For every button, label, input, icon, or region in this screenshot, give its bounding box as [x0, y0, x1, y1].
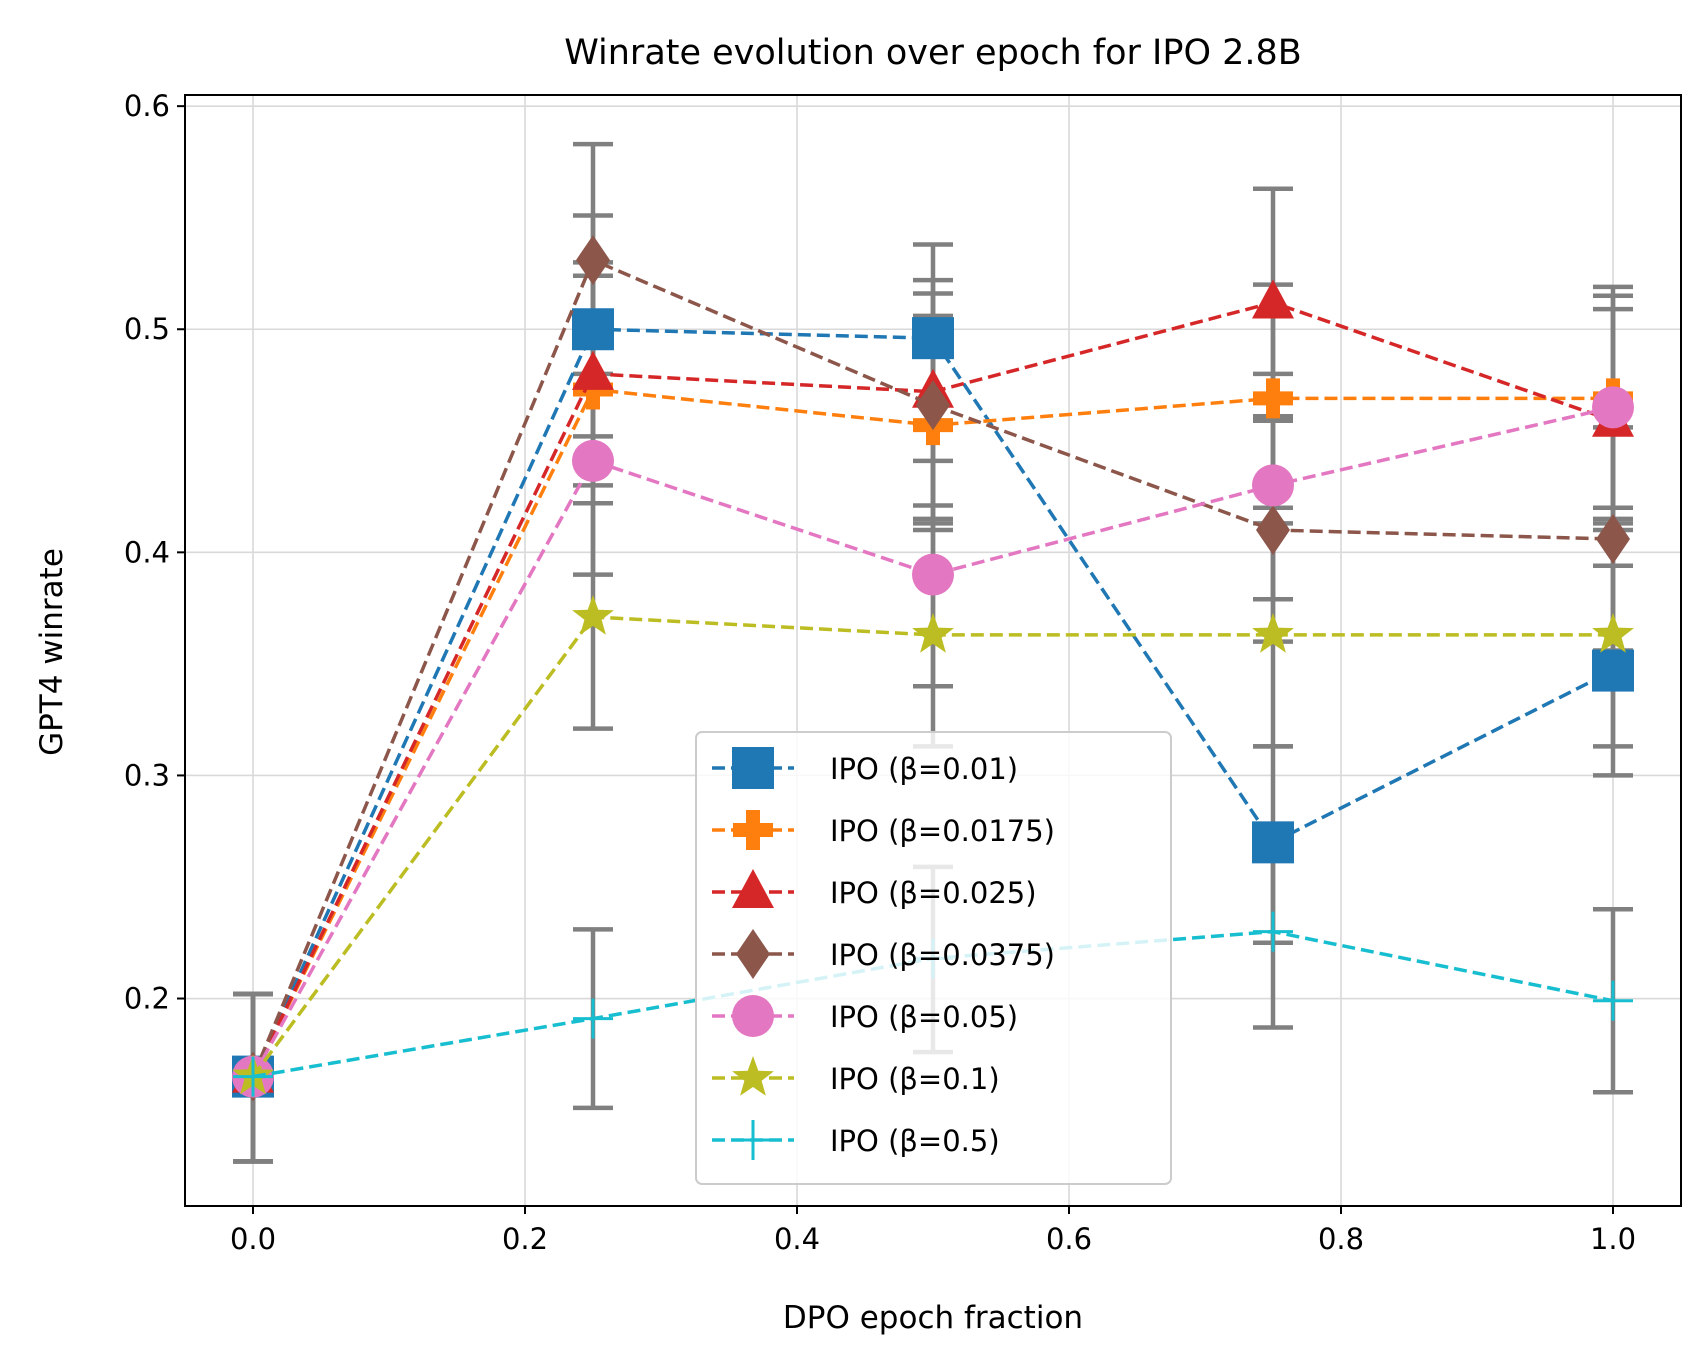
- x-tick-label: 0.2: [502, 1222, 548, 1256]
- legend: IPO (β=0.01) IPO (β=0.0175) IPO (β=0.025) I…: [695, 731, 1172, 1185]
- data-point: [1593, 980, 1633, 1021]
- data-point: [1596, 513, 1630, 564]
- x-tick-label: 0.0: [230, 1222, 276, 1256]
- data-point: [912, 612, 954, 653]
- legend-marker: [732, 747, 774, 789]
- legend-marker: [732, 869, 774, 908]
- data-point: [1252, 612, 1294, 653]
- legend-label: IPO (β=0.0175): [830, 814, 1055, 848]
- y-tick-label: 0.4: [124, 535, 170, 569]
- x-tick-label: 0.4: [774, 1222, 820, 1256]
- y-tick-label: 0.6: [124, 89, 170, 123]
- data-point: [916, 380, 950, 431]
- legend-label: IPO (β=0.025): [830, 876, 1037, 910]
- data-point: [1592, 386, 1634, 429]
- chart-title: Winrate evolution over epoch for IPO 2.8…: [564, 33, 1302, 73]
- legend-label: IPO (β=0.05): [830, 1000, 1018, 1034]
- x-axis-label: DPO epoch fraction: [783, 1300, 1083, 1336]
- series-line: [251, 405, 1614, 1078]
- data-point: [573, 998, 613, 1039]
- legend-label: IPO (β=0.5): [830, 1124, 1000, 1158]
- data-point: [1252, 279, 1294, 319]
- data-point: [572, 308, 614, 351]
- legend-box: [695, 731, 1172, 1185]
- data-point: [912, 317, 954, 360]
- plot-area: 0.0 0.2 0.4 0.6 0.8 1.0 0.2 0.3 0.4 0.5 0.6: [124, 89, 1682, 1256]
- data-point: [572, 350, 614, 390]
- data-point: [1252, 464, 1294, 507]
- y-tick-label: 0.5: [124, 312, 170, 346]
- x-tick-label: 0.8: [1318, 1222, 1364, 1256]
- legend-label: IPO (β=0.1): [830, 1062, 1000, 1096]
- legend-label: IPO (β=0.01): [830, 752, 1018, 786]
- data-point: [576, 235, 610, 286]
- data-point: [1592, 649, 1634, 692]
- data-point: [1256, 505, 1290, 556]
- data-point: [572, 595, 614, 635]
- data-point: [1253, 378, 1293, 419]
- data-point: [912, 553, 954, 596]
- legend-marker: [732, 1056, 774, 1096]
- data-point: [1252, 821, 1294, 864]
- data-point: [1592, 612, 1634, 653]
- legend-label: IPO (β=0.0375): [830, 938, 1055, 972]
- data-point: [572, 439, 614, 482]
- axes-frame: [184, 94, 1682, 1207]
- data-point: [233, 1056, 273, 1097]
- y-tick-label: 0.3: [124, 758, 170, 792]
- data-point: [1253, 911, 1293, 952]
- y-tick-label: 0.2: [124, 982, 170, 1016]
- x-tick-label: 1.0: [1590, 1222, 1636, 1256]
- legend-marker: [732, 995, 774, 1037]
- x-tick-label: 0.6: [1046, 1222, 1092, 1256]
- legend-marker: [733, 810, 773, 850]
- y-axis-label: GPT4 winrate: [34, 548, 70, 756]
- legend-marker: [733, 1120, 773, 1160]
- legend-marker: [736, 929, 770, 979]
